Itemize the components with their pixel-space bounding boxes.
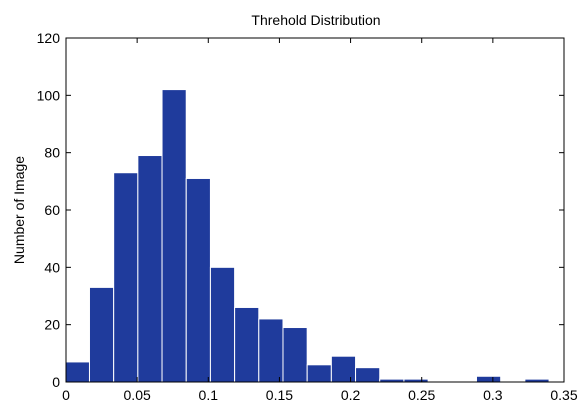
y-tick-label: 0: [52, 374, 60, 390]
y-tick-label: 80: [44, 145, 60, 161]
y-tick-label: 60: [44, 202, 60, 218]
x-tick-label: 0.25: [408, 387, 435, 403]
histogram-bar: [283, 328, 307, 382]
bars-layer: [65, 90, 549, 382]
x-tick-label: 0.15: [266, 387, 293, 403]
histogram-bar: [356, 368, 380, 382]
x-tick-label: 0.2: [341, 387, 361, 403]
y-tick-label: 40: [44, 259, 60, 275]
x-tick-label: 0.05: [124, 387, 151, 403]
histogram-bar: [162, 90, 186, 382]
histogram-bar: [65, 362, 89, 382]
histogram-bar: [476, 376, 500, 382]
histogram-bar: [210, 267, 234, 382]
histogram-bar: [138, 156, 162, 382]
histogram-bar: [259, 319, 283, 382]
histogram-bar: [331, 356, 355, 382]
y-axis-label: Number of Image: [11, 156, 27, 264]
histogram-bar: [114, 173, 138, 382]
chart-title: Threhold Distribution: [251, 12, 380, 28]
histogram-bar: [89, 287, 113, 382]
y-tick-label: 100: [37, 87, 61, 103]
x-tick-label: 0.35: [550, 387, 577, 403]
histogram-bar: [307, 365, 331, 382]
histogram-bar: [235, 307, 259, 382]
y-tick-label: 120: [37, 30, 61, 46]
y-tick-label: 20: [44, 317, 60, 333]
histogram-bar: [186, 178, 210, 382]
x-tick-label: 0: [62, 387, 70, 403]
x-tick-label: 0.1: [199, 387, 219, 403]
x-tick-label: 0.3: [483, 387, 503, 403]
